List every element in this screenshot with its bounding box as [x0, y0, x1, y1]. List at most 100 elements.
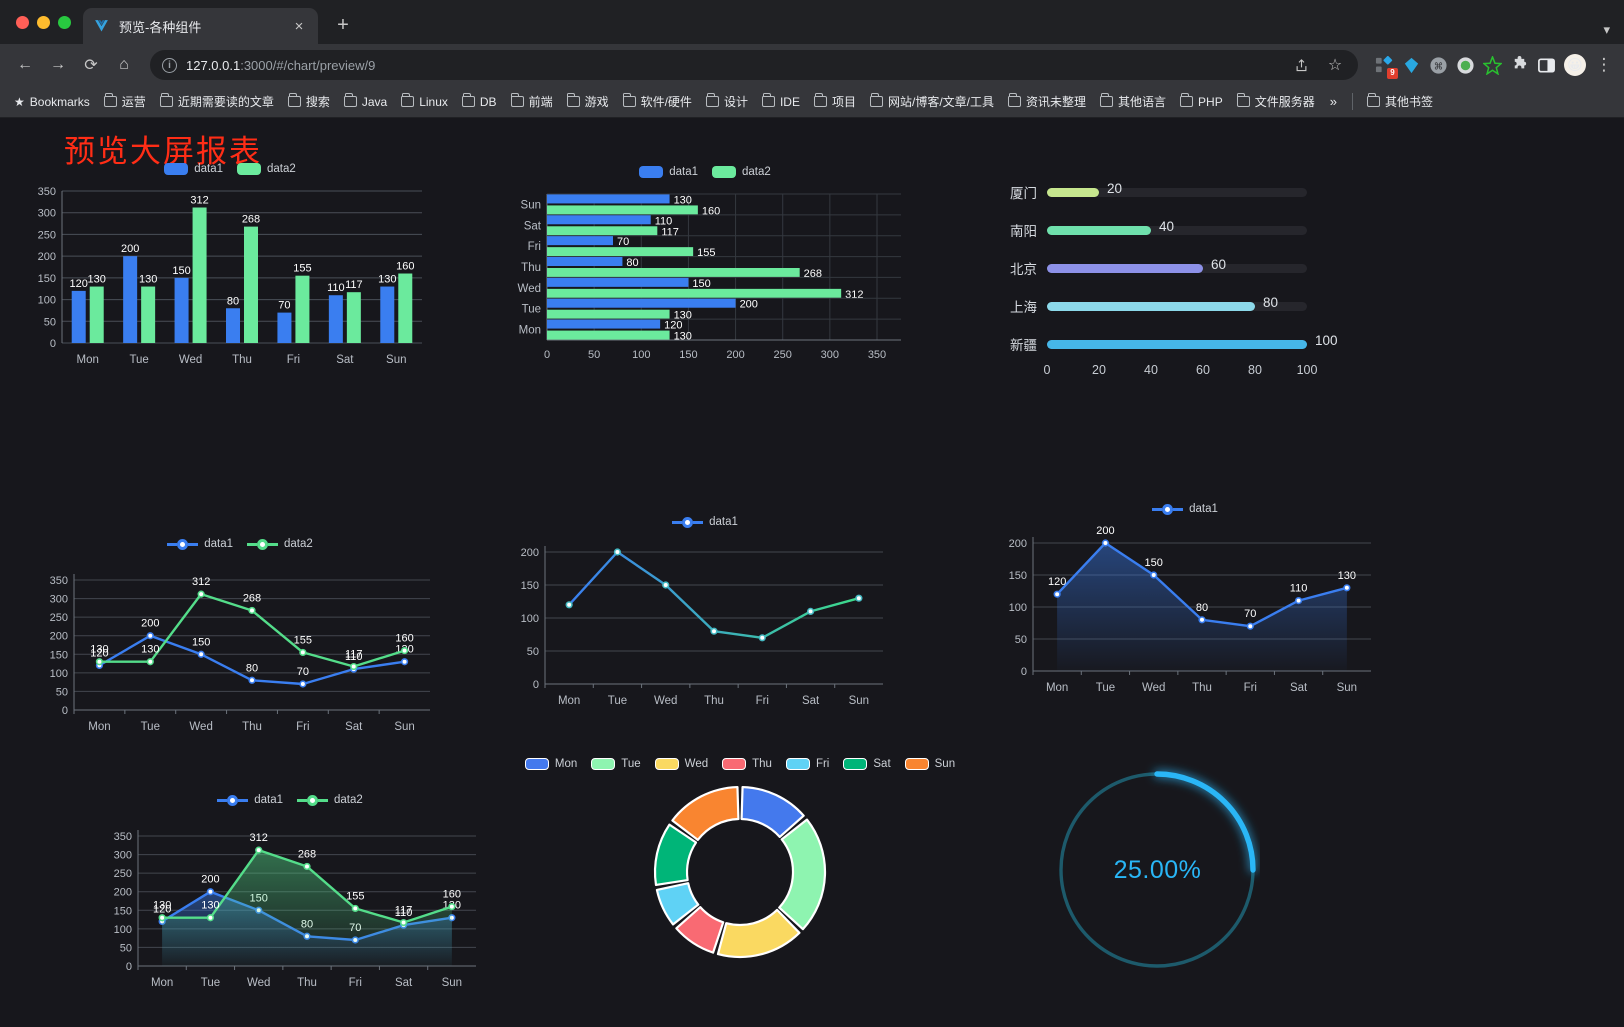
bar[interactable] [547, 257, 623, 266]
maximize-window-button[interactable] [58, 15, 71, 29]
data-point[interactable] [197, 590, 205, 598]
bar[interactable] [547, 226, 658, 236]
close-tab-button[interactable]: × [294, 17, 304, 35]
legend-item-data1[interactable]: data1 [1152, 503, 1218, 515]
bookmark-folder[interactable]: 项目 [808, 90, 862, 113]
data-point[interactable] [1101, 539, 1110, 547]
bar[interactable] [123, 256, 138, 343]
bookmark-folder[interactable]: 搜索 [282, 90, 336, 113]
bar[interactable] [547, 194, 670, 204]
data-point[interactable] [95, 658, 104, 666]
star-extension-icon[interactable] [1482, 54, 1503, 76]
legend-item-wed[interactable]: Wed [654, 758, 708, 770]
close-window-button[interactable] [16, 15, 29, 29]
legend-item-data1[interactable]: data1 [672, 516, 738, 528]
data-point[interactable] [1294, 596, 1303, 605]
bar[interactable] [192, 207, 207, 343]
legend-item-fri[interactable]: Fri [785, 758, 829, 770]
bar[interactable] [380, 286, 395, 343]
data-point[interactable] [299, 648, 307, 657]
chart-area-bottom-left[interactable]: data1 data2 0 50 100 150 200 250 300 350 Mon Tue W… [90, 794, 490, 1014]
legend-item-sun[interactable]: Sun [904, 758, 955, 770]
progress-row[interactable]: 北京 60 [995, 249, 1307, 287]
bar[interactable] [398, 273, 413, 343]
chevron-down-icon[interactable]: ▾ [1603, 22, 1610, 37]
bar[interactable] [547, 268, 800, 277]
chart-progress-bars[interactable]: 厦门 20 南阳 40 北京 60 [995, 173, 1338, 381]
progress-track[interactable]: 100 [1047, 333, 1338, 349]
diamond-extension-icon[interactable] [1402, 56, 1421, 75]
data-point[interactable] [1246, 622, 1254, 630]
legend-item-tue[interactable]: Tue [591, 758, 641, 770]
bookmark-folder[interactable]: 游戏 [561, 90, 615, 113]
data-point[interactable] [303, 862, 311, 871]
browser-tab[interactable]: 预览-各种组件 × [83, 8, 318, 44]
pie-slice[interactable] [716, 908, 801, 959]
bookmark-folder[interactable]: 其他语言 [1094, 90, 1172, 113]
pie-slice[interactable] [671, 785, 740, 841]
home-button[interactable]: ⌂ [119, 56, 129, 73]
data-point[interactable] [158, 914, 166, 922]
puzzle-extensions-icon[interactable] [1510, 55, 1529, 75]
bookmark-folder[interactable]: Linux [395, 92, 454, 112]
bar[interactable] [346, 292, 361, 343]
data-point[interactable] [1198, 616, 1206, 624]
back-button[interactable]: ← [17, 56, 33, 73]
bar[interactable] [547, 309, 670, 319]
bar[interactable] [174, 277, 189, 343]
chart-bar-horizontal[interactable]: data1 data2 0 50 100 150 200 250 300 350 Sun 130 1… [505, 166, 905, 383]
side-panel-icon[interactable] [1537, 56, 1556, 75]
chart-donut[interactable]: Mon Tue Wed Thu Fri Sat Sun [524, 758, 955, 979]
bar[interactable] [547, 215, 651, 225]
chart-bar-vertical[interactable]: data1 data2 0 50 100 150 200 250 300 350 Mon 120 1… [20, 163, 440, 388]
data-point[interactable] [206, 914, 215, 922]
data-point[interactable] [710, 627, 718, 635]
bar[interactable] [277, 312, 292, 343]
bookmark-star-icon[interactable]: ☆ [1327, 57, 1343, 74]
data-point[interactable] [806, 607, 815, 615]
pie-slice[interactable] [675, 906, 725, 954]
data-point[interactable] [248, 606, 256, 615]
profile-avatar[interactable]: 😀 [1564, 54, 1586, 76]
bar[interactable] [547, 236, 613, 246]
data-point[interactable] [448, 902, 456, 911]
reload-button[interactable]: ⟳ [84, 57, 98, 74]
bookmark-folder[interactable]: 设计 [700, 90, 754, 113]
address-bar[interactable]: i 127.0.0.1:3000/#/chart/preview/9 ☆ [150, 50, 1358, 80]
minimize-window-button[interactable] [37, 15, 50, 29]
legend-item-data2[interactable]: data2 [712, 166, 771, 178]
bookmark-folder[interactable]: 运营 [98, 90, 152, 113]
share-icon[interactable] [1286, 50, 1316, 80]
progress-track[interactable]: 60 [1047, 257, 1307, 273]
bookmarks-root[interactable]: ★ Bookmarks [8, 92, 96, 112]
bar[interactable] [71, 290, 86, 343]
bar[interactable] [547, 288, 842, 298]
data-point[interactable] [1053, 590, 1061, 598]
browser-menu-button[interactable]: ⋮ [1595, 54, 1613, 74]
bar[interactable] [547, 247, 694, 257]
bar[interactable] [295, 275, 310, 343]
data-point[interactable] [1343, 584, 1351, 592]
bookmark-folder[interactable]: 文件服务器 [1231, 90, 1321, 113]
pie-slice[interactable] [778, 818, 827, 931]
legend-item-data1[interactable]: data1 [639, 166, 698, 178]
data-point[interactable] [197, 650, 205, 658]
data-point[interactable] [146, 658, 154, 666]
data-point[interactable] [613, 548, 622, 556]
data-point[interactable] [399, 918, 408, 927]
bookmarks-overflow-button[interactable]: » [1329, 94, 1337, 109]
legend-item-sat[interactable]: Sat [843, 758, 891, 770]
data-point[interactable] [855, 594, 863, 602]
data-point[interactable] [758, 634, 766, 642]
extension-grid-icon[interactable]: 9 [1375, 55, 1398, 79]
bookmark-folder[interactable]: PHP [1174, 92, 1229, 112]
new-tab-button[interactable]: + [337, 14, 349, 36]
bar[interactable] [89, 286, 104, 343]
legend-item-data2[interactable]: data2 [237, 163, 296, 175]
progress-row[interactable]: 厦门 20 [995, 173, 1307, 211]
bar[interactable] [547, 205, 698, 215]
chart-area-right[interactable]: data1 0 50 100 150 200 Mon Tue Wed Thu Fri Sat Sun 1… [985, 503, 1385, 721]
progress-track[interactable]: 80 [1047, 295, 1307, 311]
progress-track[interactable]: 40 [1047, 219, 1307, 235]
forward-button[interactable]: → [50, 56, 66, 73]
